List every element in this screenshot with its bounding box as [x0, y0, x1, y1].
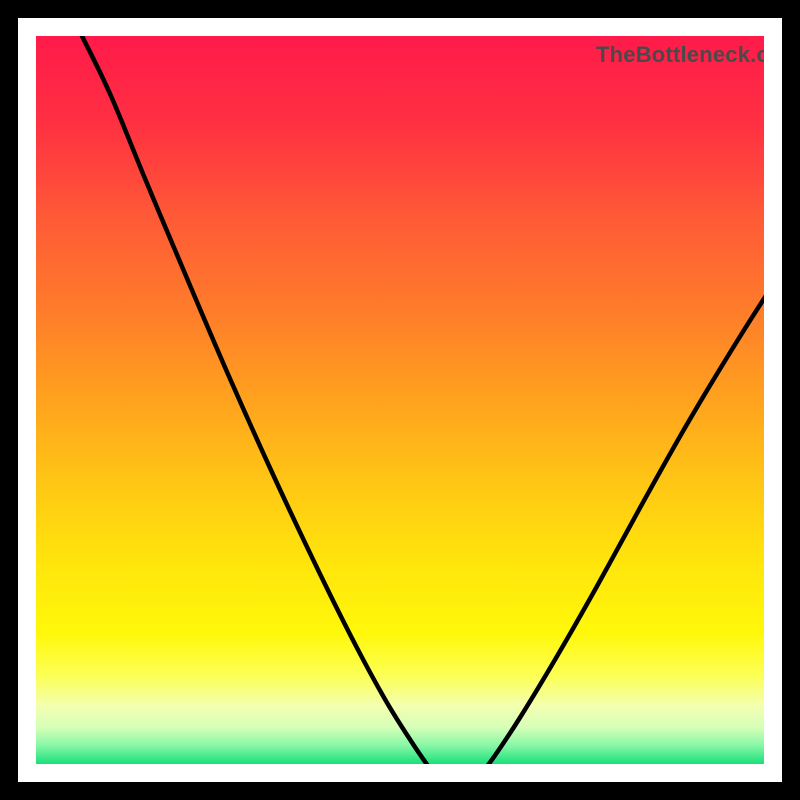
watermark-text: TheBottleneck.com	[596, 42, 764, 68]
bottleneck-curve	[36, 36, 764, 764]
watermark-label: TheBottleneck.com	[596, 42, 764, 67]
chart-frame: TheBottleneck.com	[0, 0, 800, 800]
chart-container: TheBottleneck.com	[0, 0, 800, 800]
plot-area: TheBottleneck.com	[36, 36, 764, 764]
